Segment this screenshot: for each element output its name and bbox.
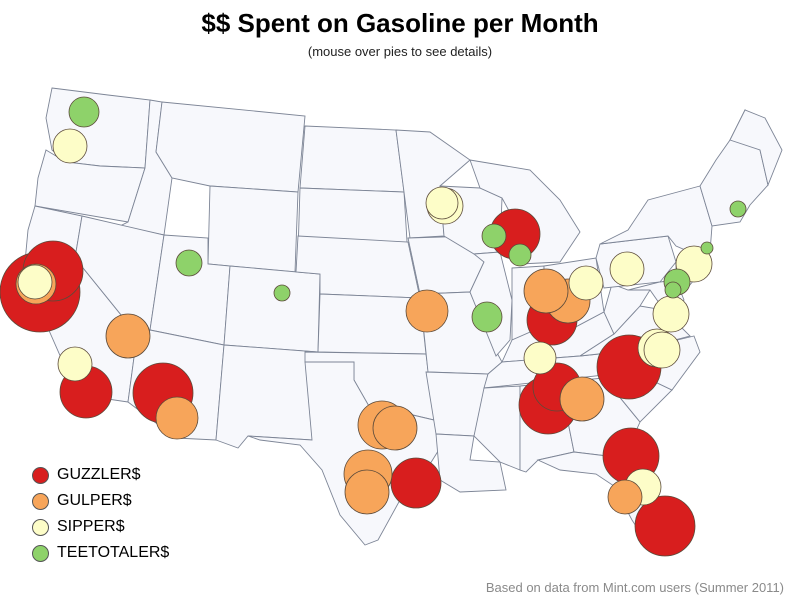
city-pie-guzzler[interactable] xyxy=(390,457,442,509)
guzzler-swatch-icon xyxy=(32,466,49,484)
legend-label: GULPER$ xyxy=(57,492,132,509)
state-texas xyxy=(247,361,441,546)
state-new-mexico xyxy=(215,344,319,449)
page-title: $$ Spent on Gasoline per Month xyxy=(201,8,599,38)
city-pie-teetotaler[interactable] xyxy=(508,243,532,267)
city-pie-sipper[interactable] xyxy=(568,265,604,301)
city-pie-teetotaler[interactable] xyxy=(664,281,682,299)
city-pie-sipper[interactable] xyxy=(643,331,681,369)
legend-item-sipper[interactable]: SIPPER$ xyxy=(32,514,169,540)
city-pie-gulper[interactable] xyxy=(523,268,569,314)
gulper-swatch-icon xyxy=(32,492,49,510)
city-pie-gulper[interactable] xyxy=(155,396,199,440)
legend-item-guzzler[interactable]: GUZZLER$ xyxy=(32,462,169,488)
state-colorado xyxy=(223,265,321,353)
city-pies-layer xyxy=(0,96,747,557)
city-pie-teetotaler[interactable] xyxy=(273,284,291,302)
city-pie-gulper[interactable] xyxy=(607,479,643,515)
state-new-york xyxy=(599,185,713,253)
legend-label: GUZZLER$ xyxy=(57,466,141,483)
city-pie-gulper[interactable] xyxy=(405,289,449,333)
city-pie-teetotaler[interactable] xyxy=(700,241,714,255)
legend-item-teetotaler[interactable]: TEETOTALER$ xyxy=(32,540,169,566)
state-north-dakota xyxy=(299,125,405,193)
city-pie-teetotaler[interactable] xyxy=(471,301,503,333)
page-subtitle: (mouse over pies to see details) xyxy=(307,44,493,59)
city-pie-teetotaler[interactable] xyxy=(729,200,747,218)
city-pie-teetotaler[interactable] xyxy=(481,223,507,249)
state-louisiana xyxy=(435,433,507,493)
data-source-note: Based on data from Mint.com users (Summe… xyxy=(485,580,784,595)
legend-label: TEETOTALER$ xyxy=(57,544,170,561)
city-pie-sipper[interactable] xyxy=(17,264,53,300)
city-pie-gulper[interactable] xyxy=(105,313,151,359)
city-pie-gulper[interactable] xyxy=(344,469,390,515)
city-pie-gulper[interactable] xyxy=(559,376,605,422)
legend-item-gulper[interactable]: GULPER$ xyxy=(32,488,169,514)
city-pie-sipper[interactable] xyxy=(425,186,459,220)
city-pie-sipper[interactable] xyxy=(52,128,88,164)
city-pie-gulper[interactable] xyxy=(372,405,418,451)
city-pie-sipper[interactable] xyxy=(57,346,93,382)
city-pie-teetotaler[interactable] xyxy=(175,249,203,277)
legend-label: SIPPER$ xyxy=(57,518,125,535)
teetotaler-swatch-icon xyxy=(32,544,49,562)
sipper-swatch-icon xyxy=(32,518,49,536)
city-pie-sipper[interactable] xyxy=(523,341,557,375)
city-pie-teetotaler[interactable] xyxy=(68,96,100,128)
city-pie-guzzler[interactable] xyxy=(634,495,696,557)
state-mississippi xyxy=(473,385,521,471)
legend: GUZZLER$ GULPER$ SIPPER$ TEETOTALER$ xyxy=(32,462,169,566)
city-pie-sipper[interactable] xyxy=(652,295,690,333)
state-wyoming xyxy=(207,185,299,273)
state-maine xyxy=(729,109,783,187)
city-pie-sipper[interactable] xyxy=(609,251,645,287)
state-montana xyxy=(155,101,306,193)
